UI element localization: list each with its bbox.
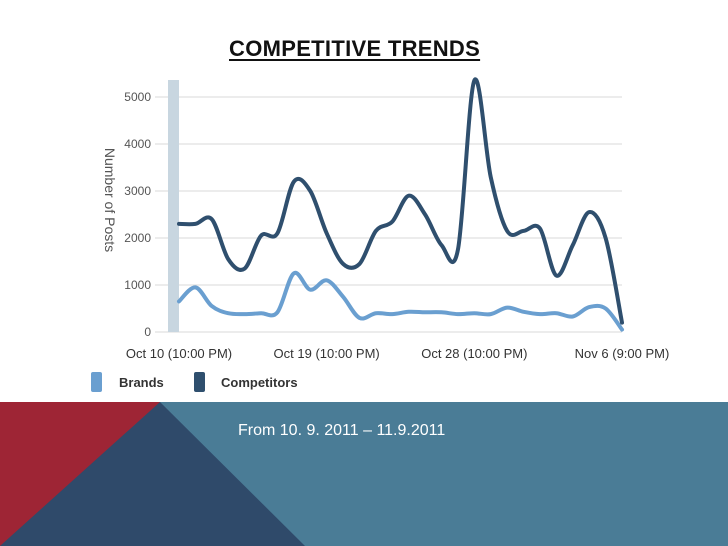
y-tick-label: 0 [144,325,151,339]
gridlines [155,96,622,333]
series-line-competitors [177,77,624,325]
legend-swatch-competitors [194,372,205,392]
x-tick-label: Oct 10 (10:00 PM) [126,346,232,361]
legend-label-competitors: Competitors [221,375,298,390]
x-tick-label: Oct 28 (10:00 PM) [421,346,527,361]
series-lines [177,77,624,332]
y-axis-title: Number of Posts [102,148,118,252]
slide-title: COMPETITIVE TRENDS [229,36,481,61]
legend-label-brands: Brands [119,375,164,390]
y-tick-label: 3000 [124,184,151,198]
x-tick-label: Nov 6 (9:00 PM) [575,346,670,361]
date-range-caption: From 10. 9. 2011 – 11.9.2011 [238,422,446,439]
legend-swatch-brands [91,372,102,392]
x-tick-label: Oct 19 (10:00 PM) [274,346,380,361]
series-line-brands [177,270,624,332]
y-axis-bar [168,80,179,332]
footer-background [0,402,728,546]
legend: Brands Competitors [91,372,298,392]
footer-red-triangle [0,402,160,546]
y-tick-label: 4000 [124,137,151,151]
y-tick-label: 5000 [124,90,151,104]
y-tick-label: 1000 [124,278,151,292]
y-tick-labels: 0 1000 2000 3000 4000 5000 [124,90,151,339]
x-tick-labels: Oct 10 (10:00 PM) Oct 19 (10:00 PM) Oct 28… [126,346,669,361]
y-tick-label: 2000 [124,231,151,245]
